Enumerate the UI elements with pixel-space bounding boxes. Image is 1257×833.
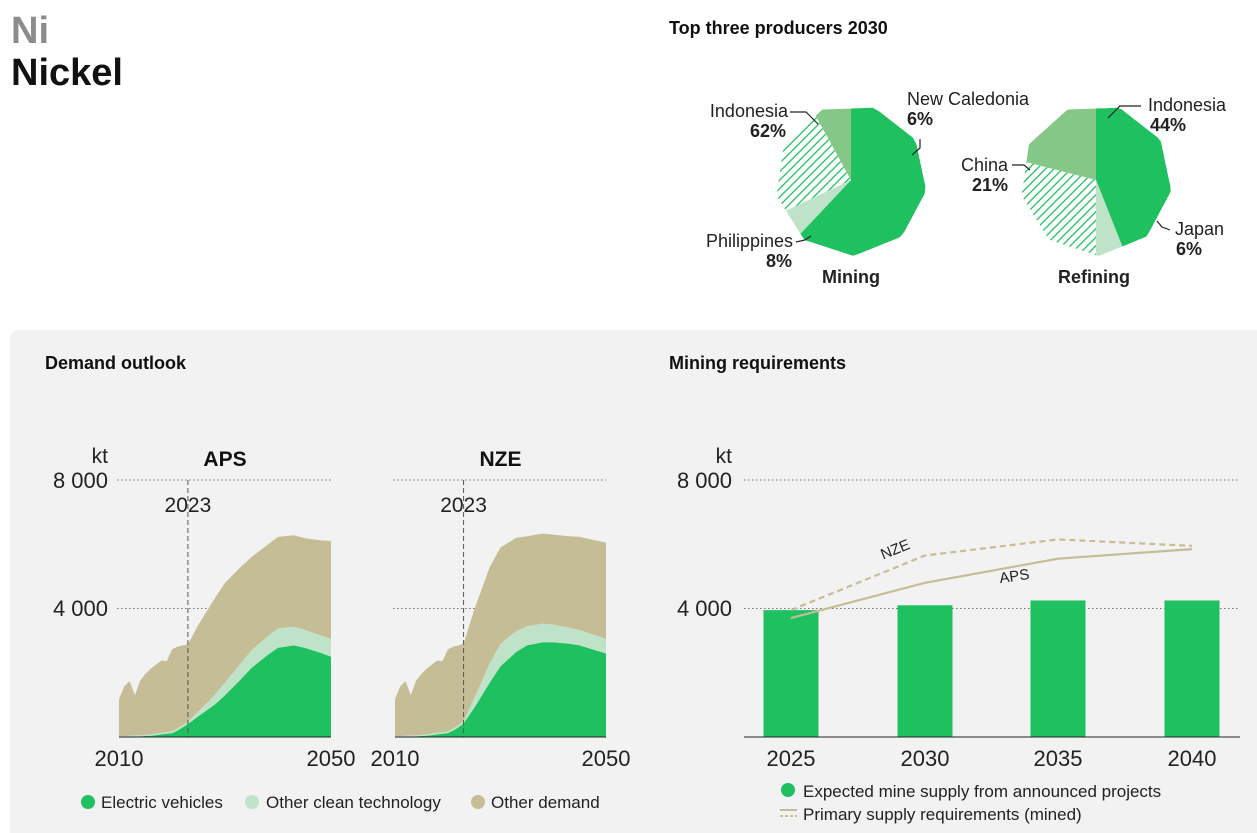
bar-xtick-2040: 2040 bbox=[1168, 746, 1217, 771]
mining-label-philippines: Philippines bbox=[706, 231, 793, 251]
refining-leader-indonesia bbox=[1107, 105, 1141, 119]
refining-label-china: China bbox=[961, 155, 1009, 175]
bar-xtick-2035: 2035 bbox=[1034, 746, 1083, 771]
nze-xtick-2050: 2050 bbox=[582, 746, 631, 771]
refining-caption: Refining bbox=[1058, 267, 1130, 287]
bar-2030 bbox=[897, 605, 953, 737]
legend-label-electric-vehicles: Electric vehicles bbox=[101, 793, 223, 812]
bar-ytick-8000: 8 000 bbox=[677, 468, 732, 493]
aps-area-other-demand bbox=[119, 535, 331, 736]
aps-area-other-clean-technology bbox=[119, 626, 331, 737]
bar-2025 bbox=[763, 610, 819, 737]
legend-swatch-other-clean-technology bbox=[245, 795, 259, 809]
mining-slice-indonesia bbox=[800, 107, 926, 256]
refining-label-indonesia: Indonesia bbox=[1148, 95, 1227, 115]
nze-chart: 2023 NZE 2010 2050 bbox=[371, 448, 631, 771]
bar-2040 bbox=[1164, 600, 1220, 737]
mining-req-chart: NZE APS 2025 2030 2035 2040 kt8 000 4 000 bbox=[677, 445, 1240, 771]
mining-pct-philippines: 8% bbox=[766, 251, 792, 271]
refining-pct-japan: 6% bbox=[1176, 239, 1202, 259]
mining-leader-new-caledonia bbox=[911, 139, 921, 156]
refining-leader-china bbox=[1012, 164, 1031, 171]
demand-title: Demand outlook bbox=[45, 353, 187, 373]
producers-title: Top three producers 2030 bbox=[669, 18, 888, 38]
element-name: Nickel bbox=[11, 52, 123, 94]
bar-xtick-2025: 2025 bbox=[767, 746, 816, 771]
bar-xtick-2030: 2030 bbox=[901, 746, 950, 771]
mining-slice-philippines bbox=[815, 108, 851, 180]
nze-xtick-2010: 2010 bbox=[371, 746, 420, 771]
legend-swatch-other-demand bbox=[471, 795, 485, 809]
aps-ylabel: kt bbox=[92, 445, 109, 468]
mining-caption: Mining bbox=[822, 267, 880, 287]
line-label-nze: NZE bbox=[878, 536, 912, 563]
element-symbol: Ni bbox=[11, 10, 49, 52]
refining-pct-indonesia: 44% bbox=[1150, 115, 1186, 135]
refining-slice-rest-of-world bbox=[1021, 162, 1096, 256]
nze-marker-label: 2023 bbox=[440, 494, 487, 517]
refining-slice-indonesia bbox=[1096, 107, 1171, 247]
bar-2035 bbox=[1030, 600, 1086, 737]
legend-swatch-electric-vehicles bbox=[81, 795, 95, 809]
mining-pct-new-caledonia: 6% bbox=[907, 109, 933, 129]
aps-area-electric-vehicles bbox=[119, 645, 331, 737]
refining-leader-japan bbox=[1156, 220, 1171, 231]
legend-label-requirements: Primary supply requirements (mined) bbox=[803, 805, 1082, 824]
mining-label-indonesia: Indonesia bbox=[710, 101, 789, 121]
line-label-aps: APS bbox=[998, 566, 1030, 587]
aps-marker-label: 2023 bbox=[165, 494, 212, 517]
legend-swatch-mine-supply bbox=[781, 783, 795, 797]
nze-area-other-demand bbox=[395, 533, 606, 736]
bar-ytick-4000: 4 000 bbox=[677, 596, 732, 621]
bar-ylabel: kt bbox=[716, 445, 733, 468]
refining-pct-china: 21% bbox=[972, 175, 1008, 195]
line-aps bbox=[790, 548, 1193, 620]
mining-req-title: Mining requirements bbox=[669, 353, 847, 373]
nze-area-electric-vehicles bbox=[395, 642, 606, 737]
legend-label-other-clean-technology: Other clean technology bbox=[266, 793, 441, 812]
refining-slice-japan bbox=[1096, 180, 1123, 256]
refining-label-japan: Japan bbox=[1175, 219, 1224, 239]
nze-title: NZE bbox=[480, 448, 522, 471]
mining-leader-indonesia bbox=[790, 111, 819, 125]
aps-xtick-2010: 2010 bbox=[95, 746, 144, 771]
lower-panel bbox=[10, 330, 1257, 833]
aps-ytick-4000: 4 000 bbox=[53, 596, 108, 621]
aps-ytick-8000: 8 000 bbox=[53, 468, 108, 493]
mining-pct-indonesia: 62% bbox=[750, 121, 786, 141]
mining-label-new-caledonia: New Caledonia bbox=[907, 89, 1030, 109]
mining-slice-new-caledonia bbox=[785, 180, 851, 234]
line-nze bbox=[790, 538, 1193, 612]
aps-xtick-2050: 2050 bbox=[307, 746, 356, 771]
legend-label-other-demand: Other demand bbox=[491, 793, 600, 812]
mining-slice-rest-of-world bbox=[776, 115, 851, 211]
aps-title: APS bbox=[203, 448, 246, 471]
legend-label-mine-supply: Expected mine supply from announced proj… bbox=[803, 782, 1161, 801]
nze-area-other-clean-technology bbox=[395, 623, 606, 737]
refining-slice-china bbox=[1026, 108, 1096, 180]
aps-chart: 2023 APS 2010 2050 kt8 000 4 000 bbox=[53, 445, 356, 771]
mining-leader-philippines bbox=[795, 235, 812, 243]
